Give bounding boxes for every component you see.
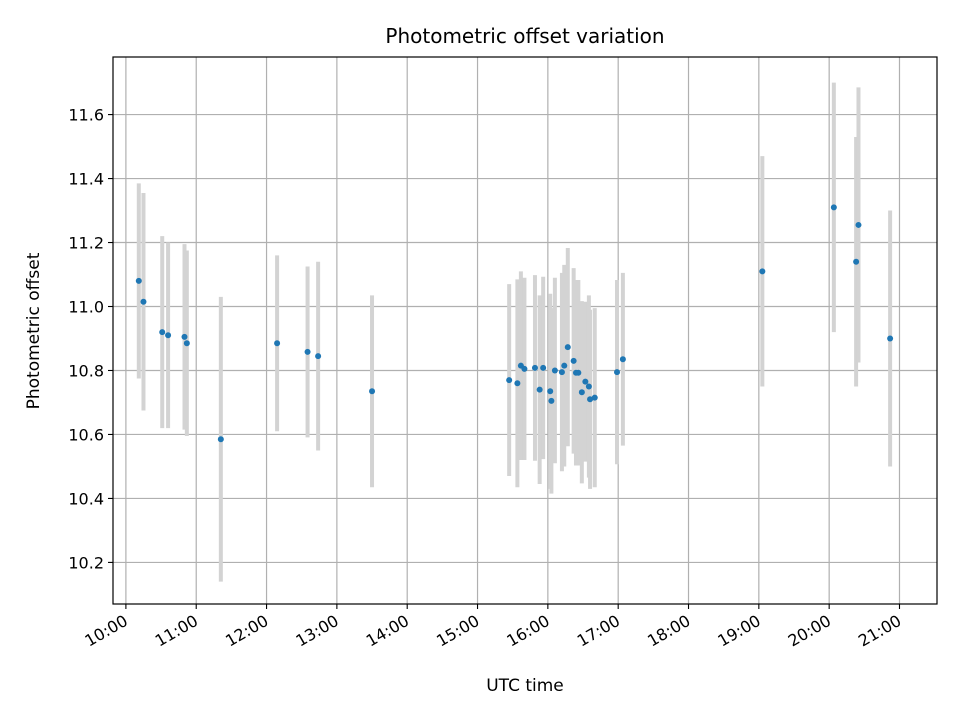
data-point <box>551 367 558 374</box>
data-point <box>558 369 565 376</box>
data-point <box>759 268 766 275</box>
data-point <box>582 378 589 385</box>
data-point <box>315 353 322 360</box>
data-point <box>181 333 188 340</box>
data-point <box>304 348 311 355</box>
data-point <box>619 356 626 363</box>
y-axis-label: Photometric offset <box>24 252 44 409</box>
data-point <box>561 362 568 369</box>
data-point <box>159 329 166 336</box>
data-point <box>587 396 594 403</box>
y-tick-label: 10.8 <box>68 361 104 380</box>
y-tick-label: 11.6 <box>68 106 104 125</box>
data-point <box>853 258 860 265</box>
data-point <box>531 364 538 371</box>
data-point <box>585 383 592 390</box>
data-point <box>183 340 190 347</box>
data-point <box>274 340 281 347</box>
chart-title: Photometric offset variation <box>385 24 664 48</box>
y-tick-label: 10.2 <box>68 553 104 572</box>
data-point <box>536 386 543 393</box>
data-point <box>547 388 554 395</box>
data-point <box>564 344 571 351</box>
data-point <box>570 357 577 364</box>
y-tick-label: 11.2 <box>68 234 104 253</box>
y-tick-label: 11.0 <box>68 298 104 317</box>
data-point <box>540 364 547 371</box>
y-tick-label: 10.4 <box>68 489 104 508</box>
data-point <box>575 369 582 376</box>
data-point <box>591 394 598 401</box>
data-points <box>135 204 894 443</box>
y-axis-ticks: 10.2 10.4 10.6 10.8 11.0 11.2 11.4 11.6 <box>68 106 113 572</box>
data-point <box>548 397 555 404</box>
data-point <box>165 332 172 339</box>
data-point <box>887 335 894 342</box>
data-point <box>135 277 142 284</box>
data-point <box>578 389 585 396</box>
data-point <box>506 377 513 384</box>
x-axis-label: UTC time <box>486 676 564 696</box>
data-point <box>614 369 621 376</box>
plot-frame <box>112 56 938 605</box>
data-point <box>217 436 224 443</box>
y-tick-label: 10.6 <box>68 425 104 444</box>
data-point <box>140 298 147 305</box>
data-point <box>855 221 862 228</box>
data-point <box>830 204 837 211</box>
data-point <box>369 388 376 395</box>
data-point <box>521 365 528 372</box>
y-tick-label: 11.4 <box>68 170 104 189</box>
data-point <box>514 380 521 387</box>
